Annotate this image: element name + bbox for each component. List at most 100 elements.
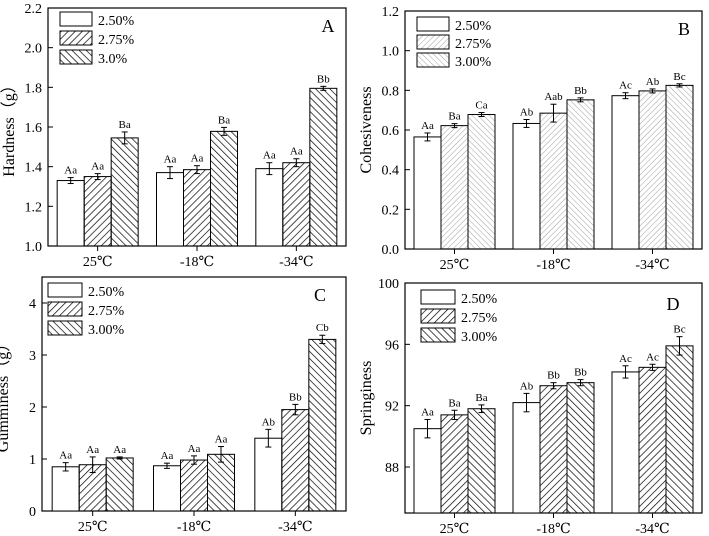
bar bbox=[105, 457, 134, 512]
bar bbox=[255, 168, 284, 247]
x-tick-label: -34℃ bbox=[278, 520, 312, 535]
y-tick-label: 1.0 bbox=[382, 45, 400, 60]
bar bbox=[566, 99, 595, 250]
y-tick-label: 1 bbox=[29, 453, 36, 468]
y-tick-label: 1.2 bbox=[25, 200, 43, 215]
bar bbox=[180, 459, 208, 512]
bar bbox=[153, 465, 181, 512]
data-label: Ba bbox=[218, 114, 230, 126]
legend-label: 3.00% bbox=[455, 55, 492, 70]
legend-swatch bbox=[59, 11, 93, 27]
bar bbox=[413, 428, 442, 514]
bar bbox=[638, 366, 667, 514]
legend-label: 2.75% bbox=[98, 33, 135, 48]
x-tick-label: 25℃ bbox=[440, 522, 470, 536]
data-label: Aab bbox=[544, 91, 563, 103]
y-axis-label: Cohesiveness bbox=[358, 86, 375, 173]
data-label: Aa bbox=[164, 154, 177, 166]
legend-label: 3.00% bbox=[88, 323, 125, 338]
x-tick-label: 25℃ bbox=[78, 520, 108, 535]
bar bbox=[51, 466, 80, 512]
bar bbox=[539, 385, 568, 514]
data-label: Ac bbox=[619, 353, 632, 365]
legend-label: 2.50% bbox=[455, 19, 492, 34]
bar bbox=[110, 137, 139, 247]
legend-label: 2.50% bbox=[98, 14, 135, 29]
y-tick-label: 0 bbox=[29, 505, 36, 520]
x-tick-label: -34℃ bbox=[635, 258, 669, 273]
data-label: Ba bbox=[448, 111, 460, 123]
legend-swatch bbox=[420, 308, 456, 324]
legend-label: 2.75% bbox=[455, 37, 492, 52]
legend-swatch bbox=[59, 30, 93, 46]
y-tick-label: 1.2 bbox=[382, 5, 400, 20]
data-label: Bb bbox=[574, 367, 587, 379]
data-label: Aa bbox=[215, 434, 228, 446]
data-label: Ab bbox=[520, 106, 534, 118]
legend-label: 3.0% bbox=[98, 52, 128, 67]
data-label: Aa bbox=[421, 120, 434, 132]
y-tick-label: 96 bbox=[385, 338, 399, 353]
panel-label: B bbox=[678, 19, 690, 39]
bar bbox=[512, 402, 541, 514]
data-label: Bb bbox=[289, 391, 302, 403]
bar bbox=[309, 87, 338, 247]
data-label: Ca bbox=[475, 100, 487, 112]
y-tick-label: 1.6 bbox=[25, 121, 43, 136]
legend-swatch bbox=[416, 16, 450, 32]
y-axis-label: Gumminess（g） bbox=[0, 336, 12, 452]
legend-swatch bbox=[47, 301, 83, 317]
legend-label: 2.50% bbox=[461, 292, 498, 307]
chart-panel-d: 88 92 96 100 Springiness D 25℃ Aa Ba Ba -18℃ Ab Bb Bb… bbox=[358, 277, 703, 536]
bar bbox=[282, 162, 311, 247]
data-label: Ab bbox=[520, 380, 534, 392]
x-tick-label: -18℃ bbox=[180, 255, 214, 270]
data-label: Bb bbox=[317, 73, 330, 85]
data-label: Ab bbox=[262, 416, 276, 428]
data-label: Aa bbox=[113, 444, 126, 456]
x-tick-label: -18℃ bbox=[536, 522, 570, 536]
y-tick-label: 92 bbox=[385, 400, 399, 415]
chart-panel-b: 0.0 0.2 0.4 0.6 0.8 1.0 1.2 Cohesiveness B 25℃ Aa B… bbox=[358, 5, 703, 273]
y-tick-label: 4 bbox=[29, 297, 36, 312]
bar bbox=[611, 371, 640, 514]
x-tick-label: -18℃ bbox=[536, 258, 570, 273]
data-label: Aa bbox=[188, 443, 201, 455]
y-tick-label: 0.0 bbox=[382, 243, 400, 258]
bar bbox=[665, 84, 694, 250]
data-label: Ba bbox=[119, 119, 131, 131]
data-label: Bb bbox=[574, 85, 587, 97]
bar bbox=[83, 176, 112, 247]
bar bbox=[183, 169, 211, 247]
bar bbox=[467, 408, 496, 514]
x-tick-label: -34℃ bbox=[635, 522, 669, 536]
y-tick-label: 2.0 bbox=[25, 42, 43, 57]
legend-swatch bbox=[420, 327, 456, 343]
y-tick-label: 0.8 bbox=[382, 84, 400, 99]
bar bbox=[638, 90, 667, 250]
chart-panel-c: 0 1 2 3 4 Gumminess（g） C 25℃ Aa Aa Aa -18℃ Aa Aa Aa -34… bbox=[0, 276, 347, 535]
data-label: Aa bbox=[161, 450, 174, 462]
bar bbox=[413, 136, 442, 250]
bar bbox=[539, 112, 568, 250]
legend-swatch bbox=[420, 289, 456, 305]
data-label: Aa bbox=[421, 406, 434, 418]
panel-label: A bbox=[322, 16, 335, 36]
bar bbox=[207, 453, 235, 512]
x-tick-label: -34℃ bbox=[279, 255, 313, 270]
data-label: Ab bbox=[646, 76, 660, 88]
panel-label: C bbox=[314, 285, 326, 305]
legend-swatch bbox=[47, 320, 83, 336]
y-tick-label: 1.4 bbox=[25, 161, 43, 176]
y-tick-label: 2 bbox=[29, 401, 36, 416]
data-label: Aa bbox=[64, 165, 77, 177]
bar bbox=[254, 437, 283, 512]
legend-swatch bbox=[47, 282, 83, 298]
bar bbox=[512, 122, 541, 250]
data-label: Bc bbox=[673, 324, 685, 336]
y-tick-label: 3 bbox=[29, 349, 36, 364]
data-label: Bc bbox=[673, 71, 685, 83]
y-tick-label: 0.2 bbox=[382, 203, 400, 218]
legend-label: 2.50% bbox=[88, 285, 125, 300]
